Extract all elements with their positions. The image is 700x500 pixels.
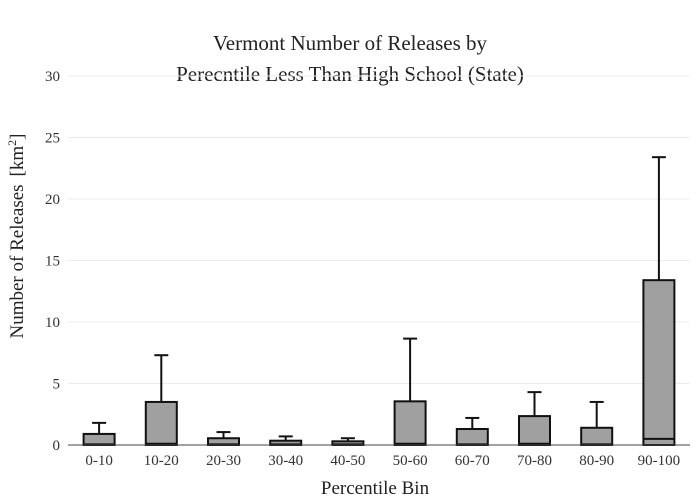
y-tick-label: 20 (45, 192, 60, 208)
bars (82, 156, 676, 447)
bar (144, 400, 178, 447)
bar-group (331, 437, 365, 446)
bar (393, 400, 427, 446)
x-tick-label: 50-60 (393, 453, 428, 469)
x-axis-ticks: 0-10 10-20 20-30 30-40 40-50 50-60 60-70 70-80 8… (85, 453, 680, 469)
x-axis-title: Percentile Bin (321, 478, 430, 499)
y-axis-title-unit-close: ] (7, 134, 28, 140)
x-tick-label: 80-90 (579, 453, 614, 469)
x-tick-label: 40-50 (330, 453, 365, 469)
bar-group (144, 354, 178, 447)
y-axis-title-text: Number of Releases (7, 184, 28, 338)
bar-group (642, 156, 676, 446)
y-tick-label: 15 (45, 254, 60, 270)
y-tick-label: 5 (53, 377, 61, 393)
chart-title: Vermont Number of Releases by Perecntile… (176, 31, 524, 86)
y-tick-label: 30 (45, 69, 60, 85)
y-tick-label: 0 (53, 438, 61, 454)
bar-group (207, 431, 240, 446)
y-tick-label: 10 (45, 315, 60, 331)
bar-group (269, 435, 303, 447)
chart-title-line-2: Perecntile Less Than High School (State) (176, 62, 524, 86)
bar-group (82, 421, 116, 446)
x-tick-label: 90-100 (638, 453, 681, 469)
bar-group (580, 400, 614, 446)
bar (518, 415, 551, 447)
y-axis-title-unit-sup: 2 (5, 140, 19, 146)
bar-group (518, 391, 551, 447)
x-tick-label: 0-10 (85, 453, 113, 469)
y-axis-ticks: 0 5 10 15 20 25 30 (45, 69, 60, 454)
bar (580, 426, 614, 446)
bar (455, 428, 489, 447)
x-tick-label: 30-40 (268, 453, 303, 469)
y-axis-title: Number of Releases [km2] (5, 134, 28, 339)
bar-group (455, 416, 489, 447)
x-tick-label: 60-70 (455, 453, 490, 469)
x-tick-label: 70-80 (517, 453, 552, 469)
x-tick-label: 20-30 (206, 453, 241, 469)
bar-group (393, 337, 427, 446)
y-axis-title-unit: [km (7, 146, 28, 177)
bar (82, 432, 116, 446)
x-tick-label: 10-20 (144, 453, 179, 469)
bar (642, 279, 676, 446)
gridlines (68, 75, 690, 384)
chart-title-line-1: Vermont Number of Releases by (213, 31, 488, 55)
y-tick-label: 25 (45, 131, 60, 147)
